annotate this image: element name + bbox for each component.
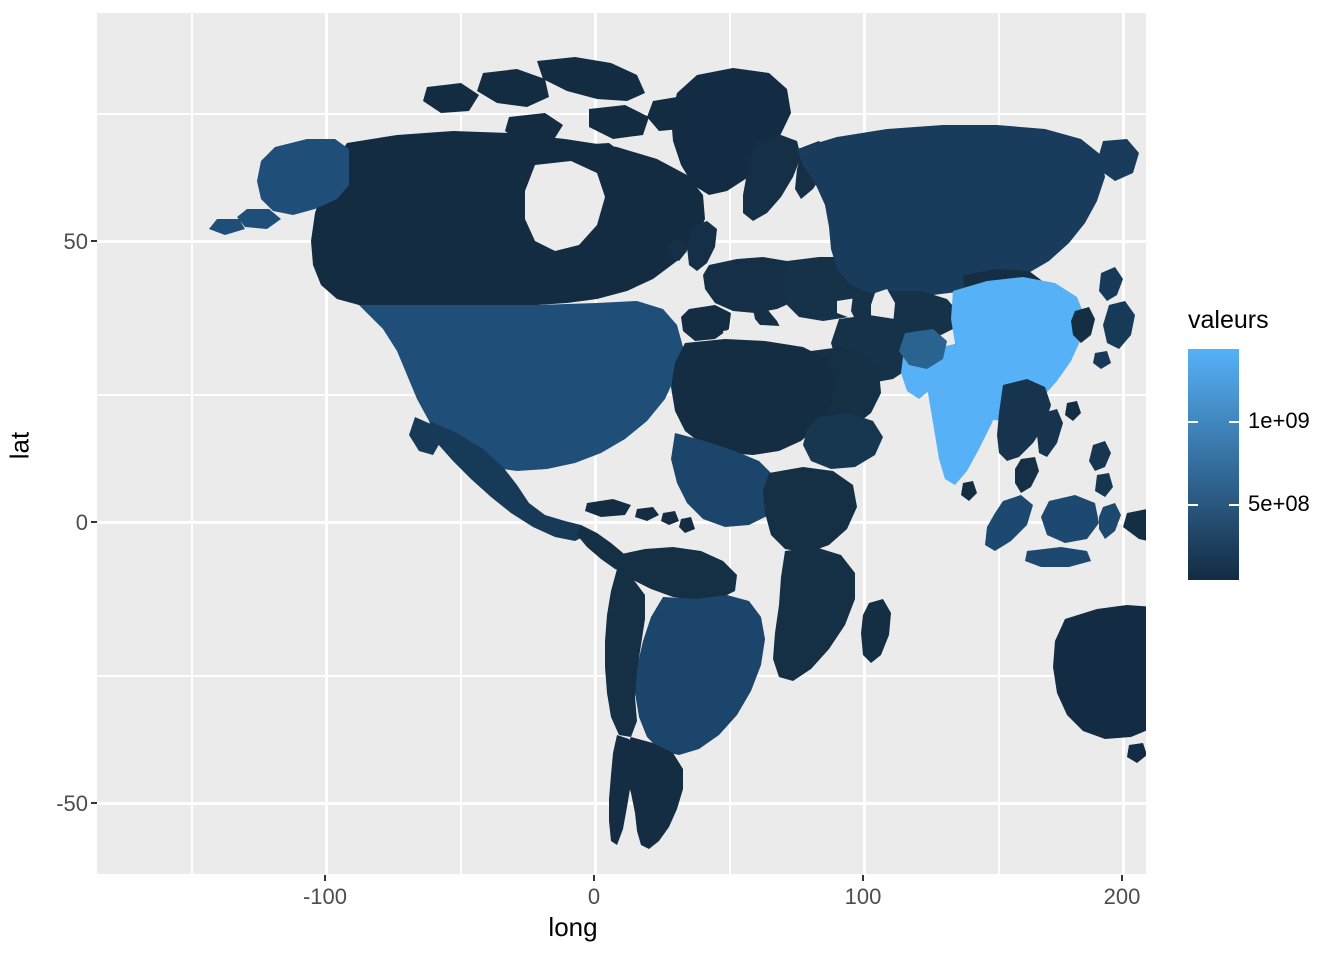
x-tick-mark-100 [862,875,864,881]
region-russia-far-east [1039,177,1083,249]
x-axis-title: long [548,912,598,942]
region-andes-west [605,569,645,737]
region-iberia [681,305,731,341]
gridline-major-long-200 [1122,13,1125,874]
x-tick-label-100: 100 [844,884,882,909]
region-southern-africa [773,547,855,681]
region-sri-lanka [961,481,977,501]
region-brazil [635,595,765,755]
region-central-africa [763,467,857,553]
region-alaska [209,139,349,235]
x-tick-label-200: 200 [1103,884,1141,909]
region-pakistan [899,329,947,369]
x-tick-mark-m100 [324,875,326,881]
region-java [1025,547,1091,567]
region-vietnam [1037,409,1063,457]
region-japan [1093,267,1135,369]
legend-tick-high-right [1229,421,1239,423]
region-malaysia [1015,457,1039,493]
hudson-bay [525,161,605,251]
region-korea [1071,307,1095,343]
gridline-major-lat-0 [97,521,1146,524]
gridline-minor-long-m150 [191,13,193,874]
region-borneo [1041,495,1099,543]
region-colombia-venezuela [617,547,737,601]
region-australia [1053,605,1146,739]
region-china [951,277,1085,421]
region-east-africa [803,413,883,469]
region-west-africa [671,433,779,527]
legend-tick-high-left [1188,421,1198,423]
region-usa [359,301,683,471]
region-north-africa [671,339,835,455]
x-tick-mark-0 [593,875,595,881]
legend-tick-low-left [1188,504,1198,506]
region-canada [311,131,705,305]
x-tick-label-m100: -100 [302,884,348,909]
y-tick-mark-m50 [91,802,97,804]
y-tick-label-0: 0 [75,510,88,535]
region-new-guinea [1123,509,1146,541]
legend: valeurs 1e+09 5e+08 [1182,300,1344,600]
y-tick-label-m50: -50 [56,791,88,816]
legend-tick-low-right [1229,504,1239,506]
region-argentina-chile [609,735,683,849]
legend-colorbar [1188,349,1239,580]
region-british-isles [667,221,717,271]
region-sulawesi [1099,503,1121,539]
region-madagascar [861,599,891,663]
plot-panel [97,13,1146,874]
y-tick-mark-50 [91,240,97,242]
world-map [209,57,1146,849]
region-mexico [409,417,587,541]
legend-label-high: 1e+09 [1248,408,1310,433]
region-tasmania [1127,743,1146,763]
y-axis-title: lat [4,431,35,460]
gridline-major-long-m100 [325,13,328,874]
region-indochina [997,379,1051,461]
x-tick-mark-200 [1121,875,1123,881]
legend-title: valeurs [1188,306,1269,334]
region-philippines [1089,441,1113,497]
region-canada-arctic [423,57,689,167]
y-tick-label-50: 50 [63,229,88,254]
legend-label-low: 5e+08 [1248,491,1310,516]
region-taiwan [1065,401,1081,421]
y-tick-mark-0 [91,521,97,523]
region-sumatra [985,495,1033,551]
x-tick-label-0: 0 [587,884,601,909]
region-russia [797,125,1139,297]
region-western-europe [703,257,805,313]
region-caribbean [585,499,695,533]
